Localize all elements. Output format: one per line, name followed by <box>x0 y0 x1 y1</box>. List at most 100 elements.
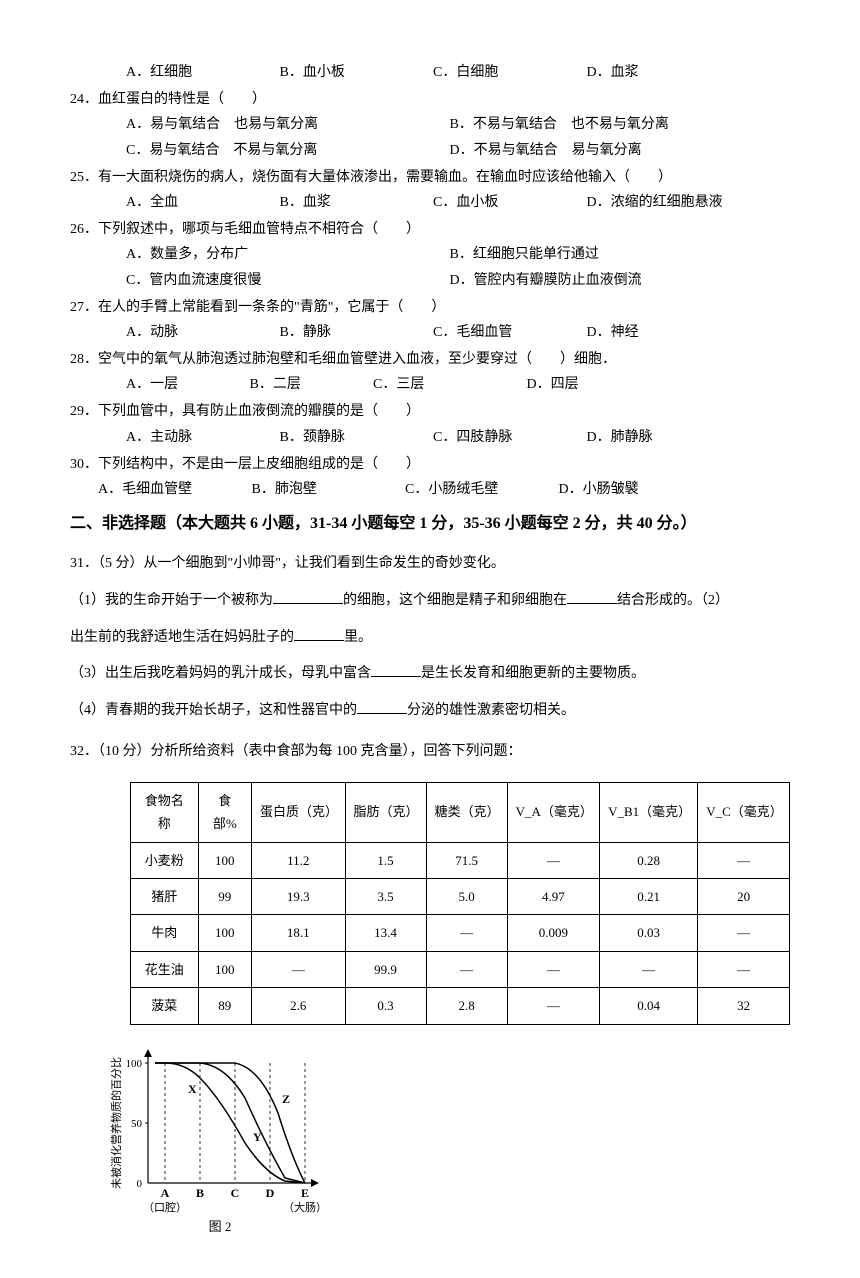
q28-opt-d: D．四层 <box>527 372 579 397</box>
q32-stem: 32．（10 分）分析所给资料（表中食部为每 100 克含量），回答下列问题： <box>70 737 790 768</box>
q27-stem: 27．在人的手臂上常能看到一条条的"青筋"，它属于（ ） <box>70 300 445 315</box>
blank <box>273 588 343 604</box>
nutrition-table: 食物名称食部%蛋白质（克）脂肪（克）糖类（克）V_A（毫克）V_B1（毫克）V_… <box>130 782 790 1025</box>
table-cell: 0.009 <box>507 915 600 951</box>
q30-stem: 30．下列结构中，不是由一层上皮细胞组成的是（ ） <box>70 457 420 472</box>
q23-opt-b: B．血小板 <box>280 60 430 85</box>
q29-stem: 29．下列血管中，具有防止血液倒流的瓣膜的是（ ） <box>70 404 420 419</box>
table-cell: — <box>600 951 698 987</box>
q24-stem: 24．血红蛋白的特性是（ ） <box>70 92 266 107</box>
q30-opt-b: B．肺泡壁 <box>252 477 402 502</box>
q27: 27．在人的手臂上常能看到一条条的"青筋"，它属于（ ） A．动脉 B．静脉 C… <box>70 295 790 345</box>
table-cell: 20 <box>698 878 790 914</box>
table-cell: 5.0 <box>426 878 507 914</box>
table-header: V_A（毫克） <box>507 782 600 842</box>
q28-opt-b: B．二层 <box>250 372 370 397</box>
table-cell: 1.5 <box>345 842 426 878</box>
svg-text:B: B <box>196 1186 204 1200</box>
table-cell: 0.3 <box>345 988 426 1024</box>
q30-opt-c: C．小肠绒毛壁 <box>405 477 555 502</box>
table-header: 食部% <box>198 782 251 842</box>
q26-opt-b: B．红细胞只能单行通过 <box>450 242 770 267</box>
q25-opt-b: B．血浆 <box>280 190 430 215</box>
table-cell: 99 <box>198 878 251 914</box>
q28: 28．空气中的氧气从肺泡透过肺泡壁和毛细血管壁进入血液，至少要穿过（ ）细胞． … <box>70 347 790 397</box>
table-header: 糖类（克） <box>426 782 507 842</box>
q25: 25．有一大面积烧伤的病人，烧伤面有大量体液渗出，需要输血。在输血时应该给他输入… <box>70 165 790 215</box>
table-cell: — <box>426 915 507 951</box>
table-cell: 89 <box>198 988 251 1024</box>
table-row: 牛肉10018.113.4—0.0090.03— <box>131 915 790 951</box>
q28-opt-a: A．一层 <box>126 372 246 397</box>
table-cell: — <box>426 951 507 987</box>
table-cell: 花生油 <box>131 951 199 987</box>
table-cell: 13.4 <box>345 915 426 951</box>
table-header-row: 食物名称食部%蛋白质（克）脂肪（克）糖类（克）V_A（毫克）V_B1（毫克）V_… <box>131 782 790 842</box>
section2-header: 二、非选择题（本大题共 6 小题，31-34 小题每空 1 分，35-36 小题… <box>70 510 790 539</box>
q28-stem: 28．空气中的氧气从肺泡透过肺泡壁和毛细血管壁进入血液，至少要穿过（ ）细胞． <box>70 352 616 367</box>
table-cell: 18.1 <box>251 915 345 951</box>
table-header: 食物名称 <box>131 782 199 842</box>
q30-opt-a: A．毛细血管壁 <box>98 477 248 502</box>
chart-figure2: 100 50 0 X Y Z A B C D E （口腔） （大肠） 未被消化营… <box>110 1043 790 1238</box>
q29-opt-b: B．颈静脉 <box>280 425 430 450</box>
table-row: 菠菜892.60.32.8—0.0432 <box>131 988 790 1024</box>
table-cell: 4.97 <box>507 878 600 914</box>
svg-text:Y: Y <box>253 1130 262 1144</box>
blank <box>567 588 617 604</box>
q24-opt-c: C．易与氧结合 不易与氧分离 <box>126 138 446 163</box>
q26-opt-a: A．数量多，分布广 <box>126 242 446 267</box>
table-cell: 32 <box>698 988 790 1024</box>
table-cell: 0.04 <box>600 988 698 1024</box>
table-cell: 19.3 <box>251 878 345 914</box>
table-cell: 100 <box>198 951 251 987</box>
table-cell: — <box>507 988 600 1024</box>
table-header: V_B1（毫克） <box>600 782 698 842</box>
svg-text:（大肠）: （大肠） <box>283 1200 327 1213</box>
table-cell: 猪肝 <box>131 878 199 914</box>
svg-text:E: E <box>301 1186 309 1200</box>
svg-text:D: D <box>266 1186 275 1200</box>
blank <box>371 661 421 677</box>
svg-text:A: A <box>161 1186 170 1200</box>
q25-opt-a: A．全血 <box>126 190 276 215</box>
q27-opt-a: A．动脉 <box>126 320 276 345</box>
svg-text:50: 50 <box>131 1118 143 1130</box>
blank <box>357 698 407 714</box>
table-cell: — <box>698 951 790 987</box>
q29-opt-a: A．主动脉 <box>126 425 276 450</box>
q27-opt-c: C．毛细血管 <box>433 320 583 345</box>
q31-stem: 31．（5 分）从一个细胞到"小帅哥"，让我们看到生命发生的奇妙变化。 <box>70 549 790 580</box>
table-cell: 3.5 <box>345 878 426 914</box>
q29: 29．下列血管中，具有防止血液倒流的瓣膜的是（ ） A．主动脉 B．颈静脉 C．… <box>70 399 790 449</box>
q29-opt-d: D．肺静脉 <box>587 425 737 450</box>
table-cell: 100 <box>198 915 251 951</box>
table-body: 小麦粉10011.21.571.5—0.28—猪肝9919.33.55.04.9… <box>131 842 790 1024</box>
svg-text:未被消化营养物质的百分比: 未被消化营养物质的百分比 <box>110 1057 123 1189</box>
table-cell: — <box>698 842 790 878</box>
q24-opt-d: D．不易与氧结合 易与氧分离 <box>450 138 770 163</box>
table-row: 小麦粉10011.21.571.5—0.28— <box>131 842 790 878</box>
table-cell: 99.9 <box>345 951 426 987</box>
table-cell: 11.2 <box>251 842 345 878</box>
q31-p1: （1）我的生命开始于一个被称为的细胞，这个细胞是精子和卵细胞在结合形成的。（2） <box>70 586 790 617</box>
q26-opt-c: C．管内血流速度很慢 <box>126 268 446 293</box>
q24-opt-b: B．不易与氧结合 也不易与氧分离 <box>450 112 770 137</box>
table-cell: 菠菜 <box>131 988 199 1024</box>
table-cell: 2.8 <box>426 988 507 1024</box>
table-cell: 0.21 <box>600 878 698 914</box>
table-cell: 牛肉 <box>131 915 199 951</box>
q29-opt-c: C．四肢静脉 <box>433 425 583 450</box>
q24-opt-a: A．易与氧结合 也易与氧分离 <box>126 112 446 137</box>
q27-opt-b: B．静脉 <box>280 320 430 345</box>
q23-opt-d: D．血浆 <box>587 60 737 85</box>
table-cell: — <box>507 951 600 987</box>
svg-text:100: 100 <box>126 1058 143 1070</box>
table-cell: 71.5 <box>426 842 507 878</box>
q26: 26．下列叙述中，哪项与毛细血管特点不相符合（ ） A．数量多，分布广 B．红细… <box>70 217 790 293</box>
table-cell: — <box>251 951 345 987</box>
q31-p4: （4）青春期的我开始长胡子，这和性器官中的分泌的雄性激素密切相关。 <box>70 696 790 727</box>
table-cell: 0.28 <box>600 842 698 878</box>
q31-p2: 出生前的我舒适地生活在妈妈肚子的里。 <box>70 623 790 654</box>
chart-caption: 图 2 <box>110 1215 330 1238</box>
